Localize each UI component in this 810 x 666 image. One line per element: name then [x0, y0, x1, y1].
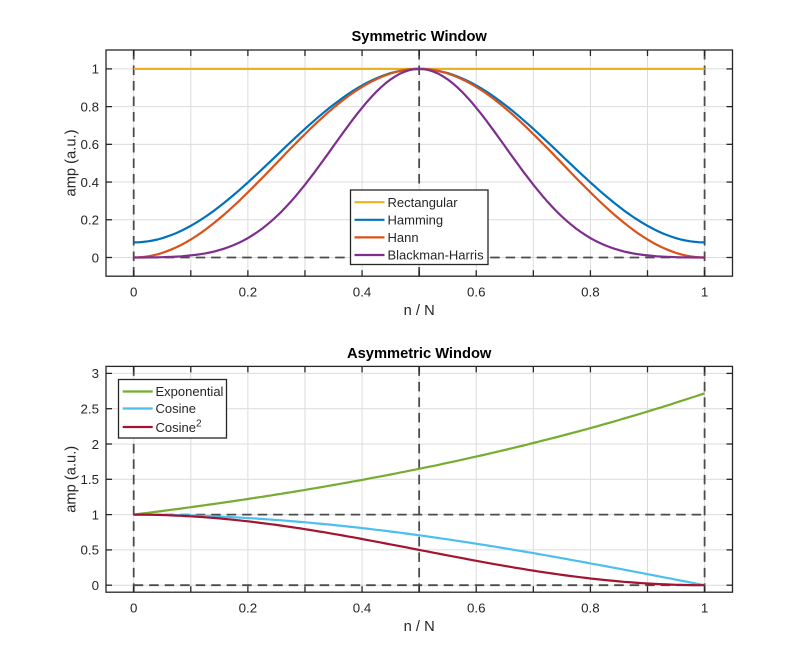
- svg-text:2: 2: [92, 437, 99, 452]
- svg-text:n / N: n / N: [404, 619, 435, 635]
- svg-text:0.2: 0.2: [239, 600, 258, 615]
- svg-text:1: 1: [92, 62, 99, 77]
- svg-text:Rectangular: Rectangular: [388, 195, 459, 210]
- svg-text:n / N: n / N: [404, 303, 435, 319]
- svg-text:amp (a.u.): amp (a.u.): [64, 446, 80, 513]
- svg-text:0.6: 0.6: [81, 137, 100, 152]
- svg-text:1: 1: [92, 507, 99, 522]
- svg-text:0: 0: [92, 578, 99, 593]
- svg-text:Hamming: Hamming: [388, 213, 444, 228]
- svg-text:Exponential: Exponential: [156, 384, 224, 399]
- svg-text:1: 1: [701, 600, 708, 615]
- svg-text:0: 0: [130, 284, 137, 299]
- svg-text:Symmetric Window: Symmetric Window: [352, 29, 488, 45]
- svg-text:0.4: 0.4: [353, 284, 372, 299]
- svg-text:2.5: 2.5: [81, 402, 100, 417]
- svg-text:Asymmetric Window: Asymmetric Window: [347, 346, 492, 362]
- svg-text:1.5: 1.5: [81, 472, 100, 487]
- svg-text:0.6: 0.6: [467, 600, 486, 615]
- svg-text:0.8: 0.8: [581, 600, 600, 615]
- svg-text:0: 0: [130, 600, 137, 615]
- svg-text:0.4: 0.4: [81, 175, 100, 190]
- svg-text:Blackman-Harris: Blackman-Harris: [388, 248, 485, 263]
- svg-text:0.8: 0.8: [81, 99, 100, 114]
- svg-text:Cosine2: Cosine2: [156, 418, 202, 435]
- svg-text:0.6: 0.6: [467, 284, 486, 299]
- svg-text:0.2: 0.2: [81, 213, 100, 228]
- svg-text:Hann: Hann: [388, 230, 419, 245]
- svg-text:1: 1: [701, 284, 708, 299]
- svg-text:0.5: 0.5: [81, 543, 100, 558]
- svg-text:0.4: 0.4: [353, 600, 372, 615]
- svg-text:amp (a.u.): amp (a.u.): [64, 130, 80, 197]
- svg-text:0.2: 0.2: [239, 284, 258, 299]
- svg-text:0: 0: [92, 250, 99, 265]
- svg-text:Cosine: Cosine: [156, 401, 196, 416]
- svg-text:0.8: 0.8: [581, 284, 600, 299]
- svg-text:3: 3: [92, 366, 99, 381]
